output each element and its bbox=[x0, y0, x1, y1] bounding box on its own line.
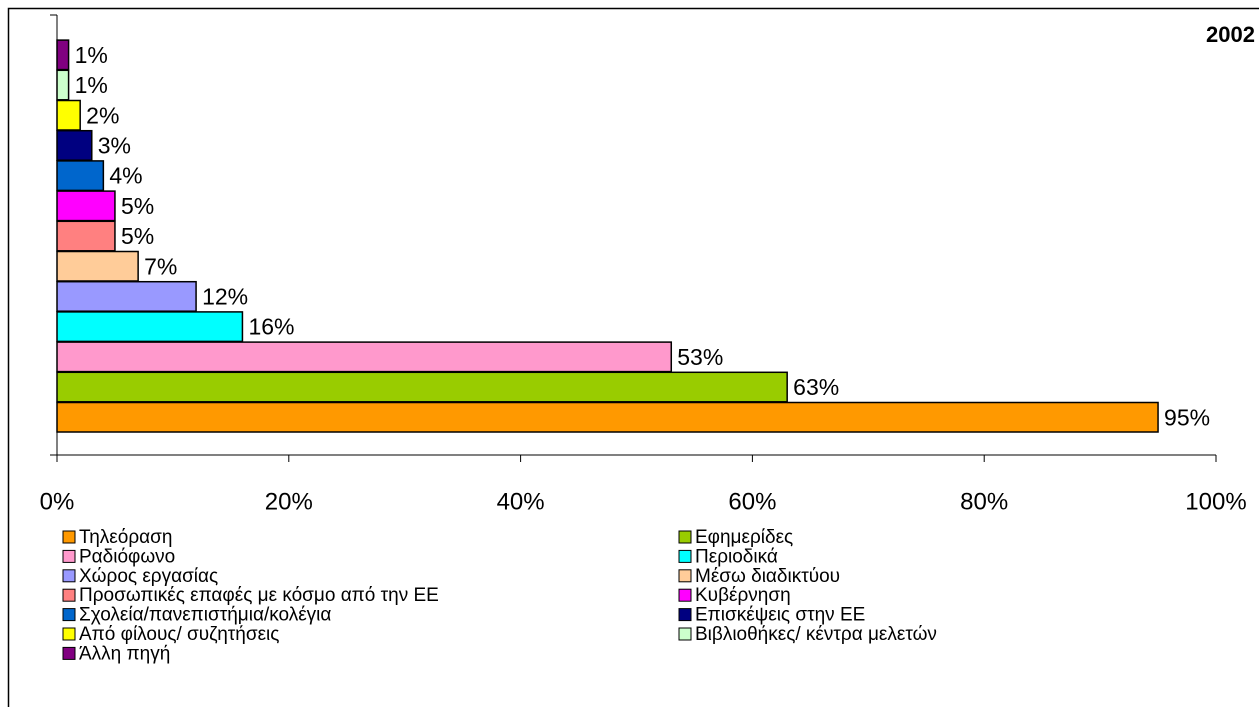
value-label: 1% bbox=[75, 72, 108, 98]
bar bbox=[56, 401, 1159, 433]
value-label: 12% bbox=[202, 284, 248, 310]
legend-label: Χώρος εργασίας bbox=[79, 566, 218, 587]
bar bbox=[56, 311, 244, 343]
legend-swatch bbox=[62, 569, 76, 583]
x-tick-label: 0% bbox=[40, 488, 75, 515]
bar bbox=[56, 371, 788, 403]
value-label: 3% bbox=[98, 133, 131, 159]
legend-swatch bbox=[62, 530, 76, 544]
value-label: 1% bbox=[75, 42, 108, 68]
legend-label: Άλλη πηγή bbox=[79, 643, 170, 664]
legend-label: Προσωπικές επαφές με κόσμο από την ΕΕ bbox=[79, 585, 439, 606]
bar bbox=[56, 280, 197, 312]
legend-swatch bbox=[62, 588, 76, 602]
value-label: 16% bbox=[248, 314, 294, 340]
legend-swatch bbox=[678, 530, 692, 544]
legend-swatch bbox=[62, 627, 76, 641]
legend-label: Σχολεία/πανεπιστήμια/κολέγια bbox=[79, 605, 331, 626]
legend-label: Εφημερίδες bbox=[695, 527, 793, 548]
bar bbox=[56, 99, 81, 131]
x-tick-label: 40% bbox=[497, 488, 545, 515]
legend-swatch bbox=[62, 646, 76, 660]
bar bbox=[56, 341, 673, 373]
value-label: 2% bbox=[86, 102, 119, 128]
x-tick-label: 100% bbox=[1185, 488, 1246, 515]
x-tick-label: 60% bbox=[728, 488, 776, 515]
value-label: 7% bbox=[144, 253, 177, 279]
legend-swatch bbox=[678, 588, 692, 602]
value-label: 53% bbox=[677, 344, 723, 370]
bar bbox=[56, 39, 70, 71]
bar bbox=[56, 250, 139, 282]
value-label: 4% bbox=[109, 163, 142, 189]
legend-swatch bbox=[62, 549, 76, 563]
legend-swatch bbox=[678, 549, 692, 563]
legend-label: Επισκέψεις στην ΕΕ bbox=[695, 605, 865, 626]
legend-label: Τηλεόραση bbox=[79, 527, 172, 548]
x-tick-label: 20% bbox=[265, 488, 313, 515]
legend-swatch bbox=[678, 569, 692, 583]
bar bbox=[56, 220, 116, 252]
bar bbox=[56, 190, 116, 222]
chart-title: 2002 bbox=[1206, 22, 1255, 47]
legend-swatch bbox=[678, 608, 692, 622]
legend-label: Περιοδικά bbox=[695, 546, 778, 567]
legend-label: Ραδιόφωνο bbox=[79, 546, 175, 567]
legend-label: Βιβλιοθήκες/ κέντρα μελετών bbox=[695, 624, 937, 645]
bar bbox=[56, 160, 105, 192]
x-tick-label: 80% bbox=[960, 488, 1008, 515]
legend-swatch bbox=[62, 608, 76, 622]
value-label: 63% bbox=[793, 374, 839, 400]
legend-swatch bbox=[678, 627, 692, 641]
value-label: 5% bbox=[121, 193, 154, 219]
bar bbox=[56, 69, 70, 101]
legend-label: Κυβέρνηση bbox=[695, 585, 791, 606]
value-label: 5% bbox=[121, 223, 154, 249]
bar bbox=[56, 129, 93, 161]
legend-label: Μέσω διαδικτύου bbox=[695, 566, 840, 587]
legend-label: Από φίλους/ συζητήσεις bbox=[79, 624, 279, 645]
value-label: 95% bbox=[1164, 404, 1210, 430]
chart-frame bbox=[7, 7, 1259, 707]
